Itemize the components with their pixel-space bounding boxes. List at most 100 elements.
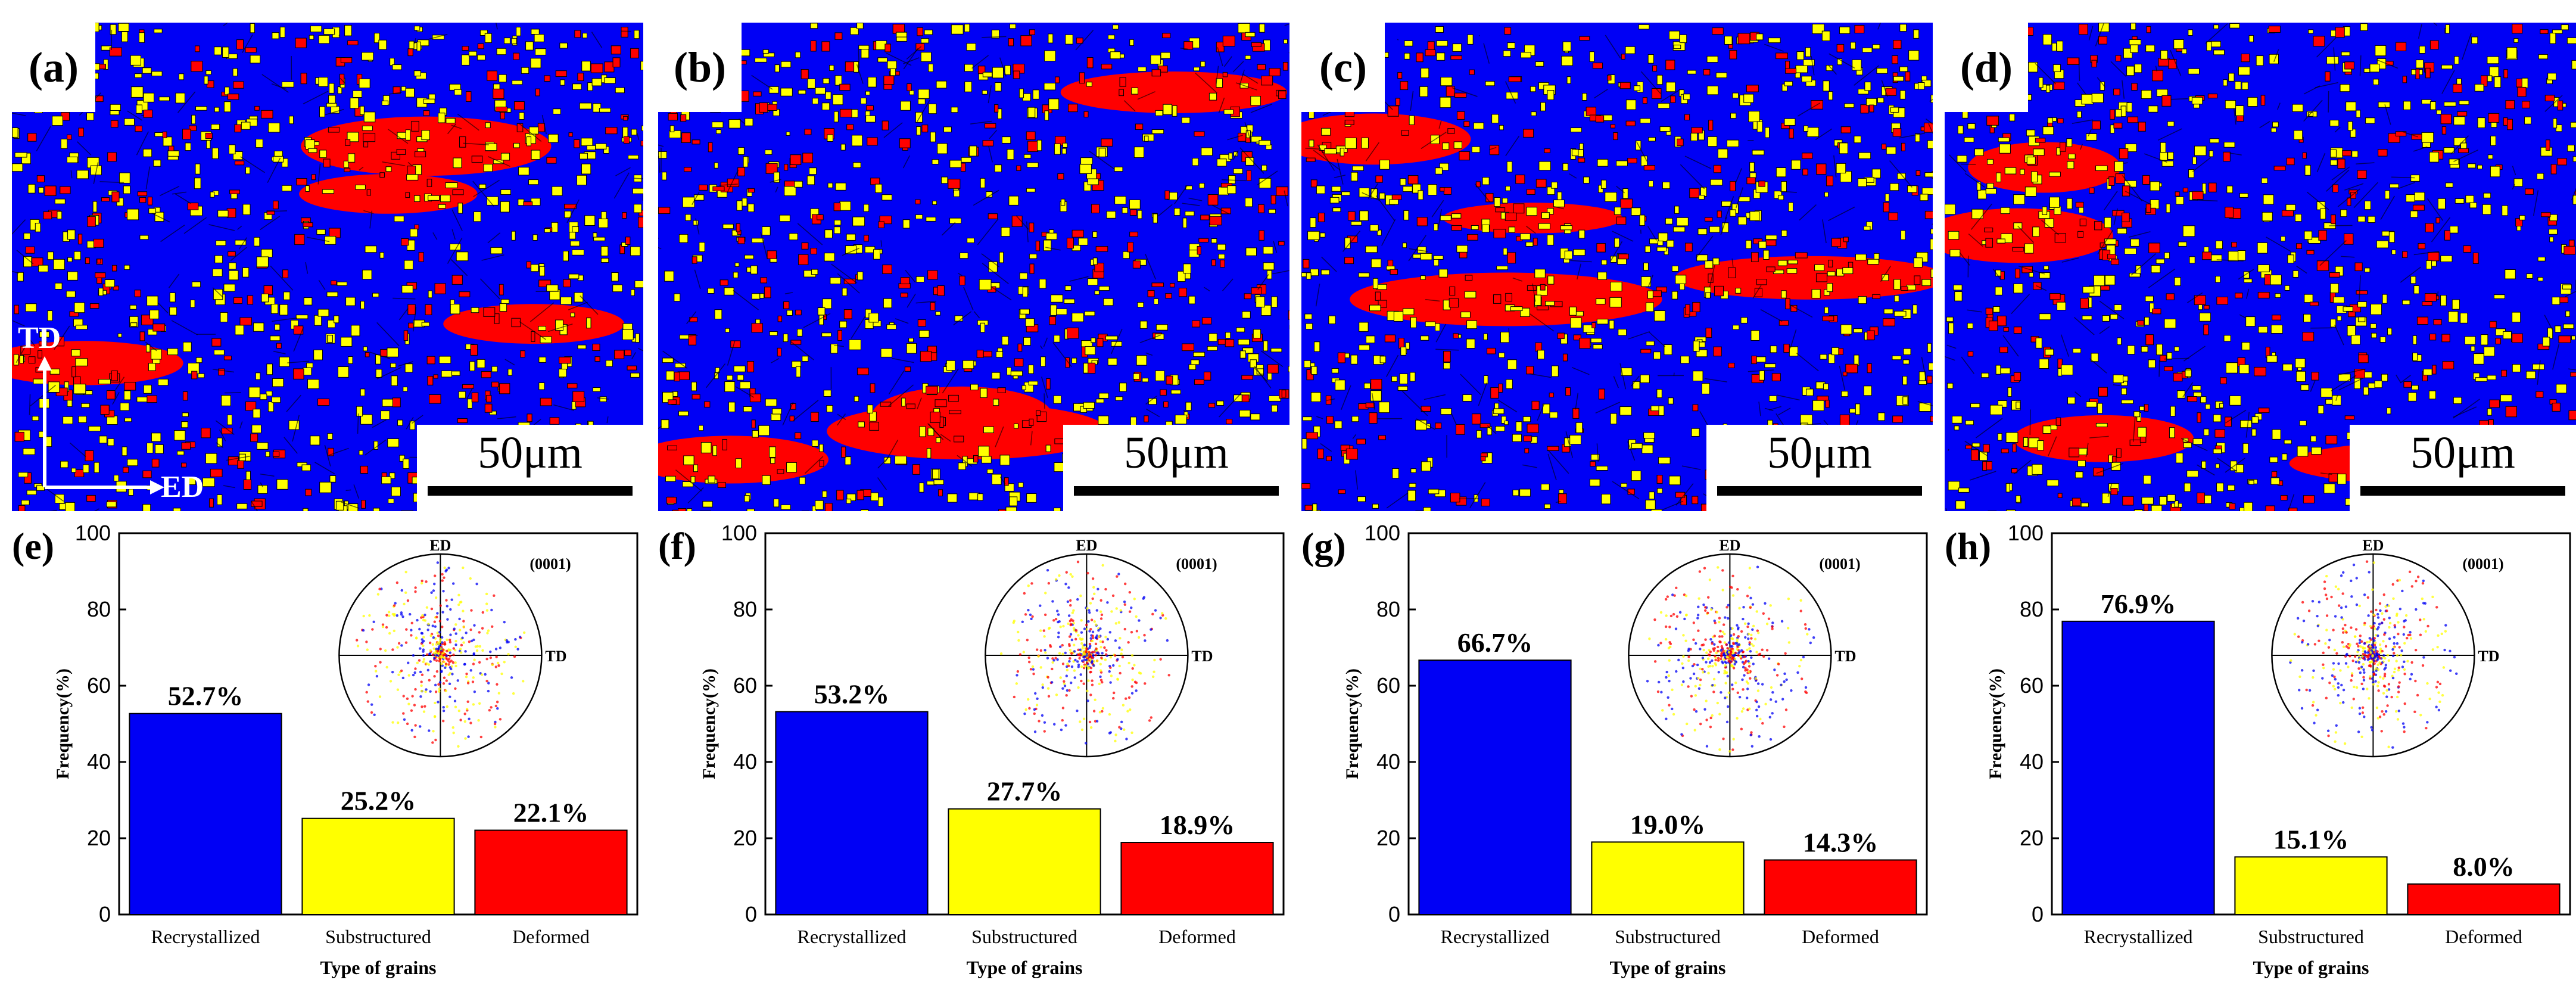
grain — [1026, 131, 1036, 140]
boundary — [1431, 200, 1444, 217]
grain — [204, 76, 208, 85]
grain — [924, 29, 933, 35]
grain — [680, 114, 687, 122]
grain — [1974, 148, 1984, 156]
grain — [122, 446, 127, 456]
grain — [830, 277, 841, 285]
grain — [329, 475, 337, 483]
grain — [1435, 422, 1442, 429]
grain — [2425, 67, 2431, 79]
grain — [98, 379, 111, 384]
grain — [1650, 509, 1662, 511]
pole-point — [450, 660, 453, 662]
grain — [1340, 148, 1345, 157]
boundary — [1313, 150, 1341, 171]
boundary — [451, 125, 462, 129]
grain — [2098, 36, 2108, 45]
grain — [1901, 230, 1906, 240]
grain — [1420, 275, 1426, 280]
grain — [869, 422, 879, 431]
boundary — [856, 64, 864, 84]
grain — [728, 402, 736, 412]
grain — [1123, 251, 1130, 259]
boundary — [2432, 23, 2438, 26]
grain — [638, 210, 643, 216]
pole-point — [391, 721, 394, 724]
boundary — [2099, 326, 2110, 334]
grain — [2091, 353, 2099, 362]
grain — [1498, 352, 1505, 358]
grain — [1544, 503, 1551, 509]
grain — [1601, 493, 1611, 505]
boundary — [2246, 288, 2250, 299]
grain — [12, 163, 23, 172]
grain — [387, 438, 399, 447]
pole-point — [418, 627, 421, 631]
grain — [1777, 260, 1787, 266]
grain — [1823, 383, 1829, 390]
boundary — [1386, 492, 1409, 509]
pole-point — [443, 661, 446, 664]
grain — [1535, 179, 1547, 188]
grain — [1119, 382, 1127, 392]
boundary — [158, 303, 169, 314]
grain — [1893, 40, 1902, 49]
boundary — [803, 313, 831, 328]
grain — [124, 418, 132, 422]
grain — [2241, 342, 2250, 350]
grain — [1397, 385, 1408, 391]
pole-point — [481, 649, 484, 652]
pole-point — [1031, 615, 1034, 618]
grain — [513, 142, 520, 148]
grain — [1749, 162, 1755, 172]
pole-point — [473, 690, 476, 693]
grain — [2475, 377, 2488, 382]
bar-value-label: 27.7% — [987, 776, 1063, 807]
grain — [214, 46, 222, 55]
grain — [483, 307, 496, 317]
grain — [375, 354, 381, 365]
grain — [1578, 229, 1586, 239]
pole-point — [443, 676, 446, 679]
boundary — [1410, 91, 1414, 111]
grain — [2412, 335, 2417, 345]
grain — [786, 131, 790, 136]
boundary — [406, 416, 414, 430]
grain — [268, 122, 281, 133]
grain — [1971, 209, 1983, 219]
pole-point — [1076, 660, 1079, 663]
boundary — [2413, 146, 2428, 152]
grain — [762, 475, 771, 485]
grain — [317, 399, 330, 406]
grain — [2213, 49, 2225, 55]
pole-point — [370, 711, 373, 714]
grain — [512, 80, 523, 85]
grain — [261, 248, 273, 258]
grain — [525, 41, 534, 51]
grain — [715, 367, 720, 373]
grain — [339, 73, 345, 85]
grain — [976, 350, 984, 358]
grain — [2142, 175, 2150, 185]
grain — [1892, 355, 1902, 360]
grain — [1281, 390, 1287, 398]
grain — [802, 356, 809, 362]
grain — [780, 88, 793, 97]
grain — [405, 192, 410, 198]
grain — [970, 384, 979, 391]
grain — [493, 88, 504, 99]
grain — [1692, 496, 1699, 505]
grain — [1207, 346, 1218, 351]
pole-point — [404, 641, 408, 644]
grain — [2166, 352, 2173, 360]
grain — [1814, 264, 1825, 271]
pole-point — [479, 735, 483, 739]
grain — [949, 160, 962, 168]
boundary — [1088, 150, 1114, 170]
grain — [2268, 26, 2281, 33]
boundary — [1764, 43, 1784, 52]
grain — [2402, 251, 2408, 258]
grain — [2214, 429, 2225, 438]
pole-point — [464, 737, 467, 740]
grain — [711, 122, 724, 128]
